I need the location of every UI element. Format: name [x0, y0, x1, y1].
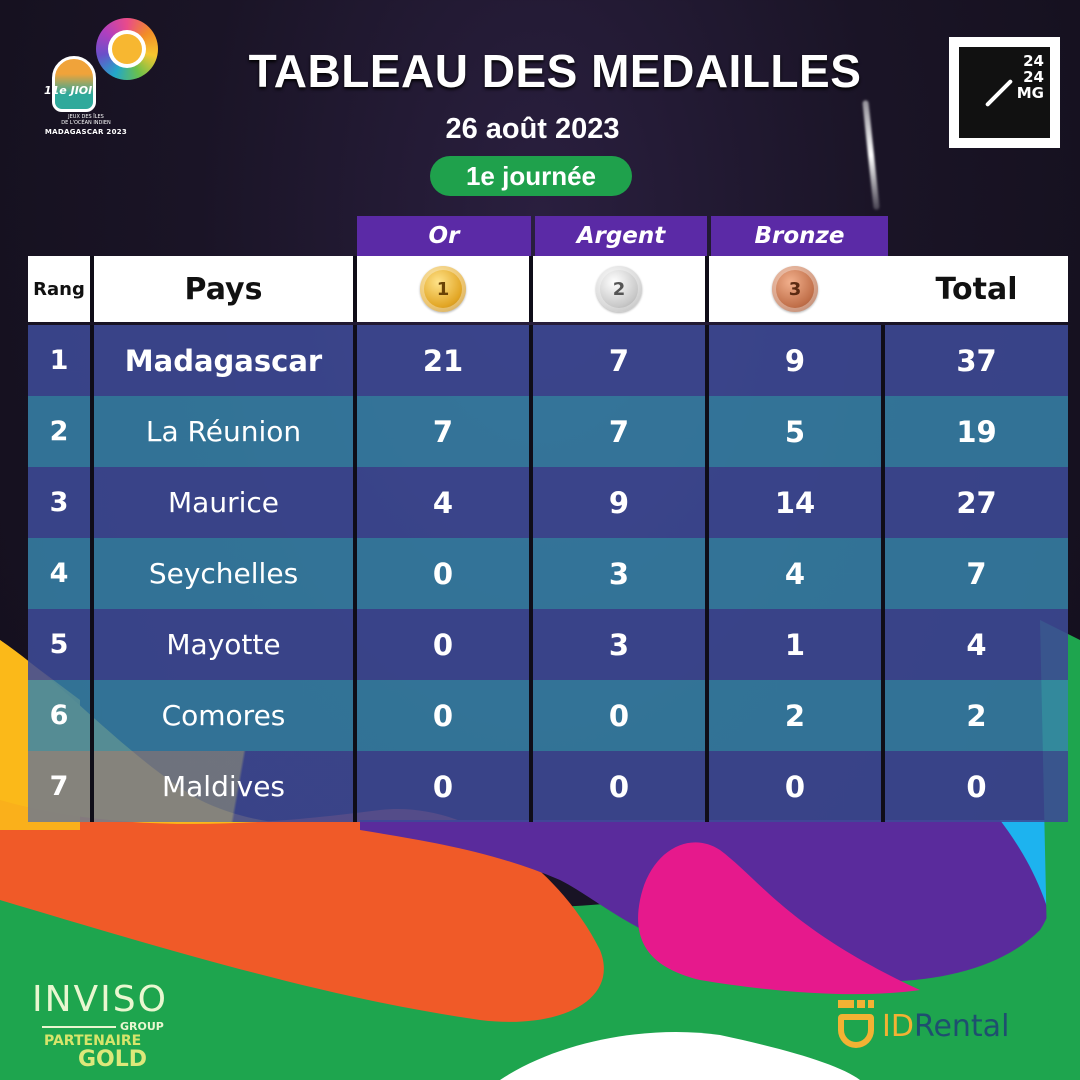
bronze-cell: 4	[709, 538, 885, 609]
rank-cell: 1	[28, 325, 94, 396]
col-header-rank: Rang	[28, 256, 94, 322]
tab-silver: Argent	[535, 216, 707, 256]
media-logo-line3: MG	[1016, 84, 1044, 102]
table-row: 2 La Réunion 7 7 5 19	[28, 396, 1068, 467]
silver-medal-icon: 2	[596, 266, 642, 312]
table-row: 1 Madagascar 21 7 9 37	[28, 325, 1068, 396]
idrental-id: ID	[882, 1008, 914, 1044]
idrental-rental: Rental	[913, 1008, 1010, 1044]
divider-line	[42, 1025, 116, 1028]
rank-cell: 7	[28, 751, 94, 822]
media-logo-text: 24 24 MG	[1017, 53, 1044, 101]
gold-cell: 0	[357, 609, 533, 680]
table-row: 7 Maldives 0 0 0 0	[28, 751, 1068, 822]
bronze-cell: 14	[709, 467, 885, 538]
col-header-country: Pays	[94, 256, 357, 322]
country-cell: Mayotte	[94, 609, 357, 680]
col-header-total: Total	[885, 256, 1068, 322]
total-cell: 7	[885, 538, 1068, 609]
gold-cell: 0	[357, 751, 533, 822]
country-cell: Madagascar	[94, 325, 357, 396]
table-row: 6 Comores 0 0 2 2	[28, 680, 1068, 751]
total-cell: 2	[885, 680, 1068, 751]
silver-cell: 7	[533, 325, 709, 396]
media-logo-line1: 24	[1023, 52, 1044, 70]
page-title: TABLEAU DES MEDAILLES	[248, 45, 862, 97]
gold-cell: 4	[357, 467, 533, 538]
lemur-body-icon	[52, 56, 96, 112]
total-cell: 19	[885, 396, 1068, 467]
gold-cell: 21	[357, 325, 533, 396]
silver-cell: 3	[533, 538, 709, 609]
table-header-row: Rang Pays 1 2 3 Total	[28, 256, 1068, 322]
rank-cell: 3	[28, 467, 94, 538]
jioi-logo: 11e JIOI JEUX DES ÎLES DE L'OCÉAN INDIEN…	[30, 10, 160, 140]
table-row: 3 Maurice 4 9 14 27	[28, 467, 1068, 538]
silver-cell: 9	[533, 467, 709, 538]
country-cell: La Réunion	[94, 396, 357, 467]
silver-cell: 0	[533, 751, 709, 822]
bronze-cell: 0	[709, 751, 885, 822]
bronze-cell: 2	[709, 680, 885, 751]
jioi-edition: 11e JIOI	[44, 84, 93, 97]
date-label: 26 août 2023	[445, 113, 620, 145]
total-cell: 27	[885, 467, 1068, 538]
country-cell: Maldives	[94, 751, 357, 822]
country-cell: Seychelles	[94, 538, 357, 609]
rank-cell: 5	[28, 609, 94, 680]
col-header-gold: 1	[357, 256, 533, 322]
gold-cell: 0	[357, 538, 533, 609]
inviso-group: GROUP	[42, 1020, 168, 1033]
jioi-subtitle-line1: JEUX DES ÎLES	[68, 114, 104, 120]
gold-cell: 0	[357, 680, 533, 751]
silver-cell: 7	[533, 396, 709, 467]
bronze-cell: 1	[709, 609, 885, 680]
bronze-medal-icon: 3	[772, 266, 818, 312]
gold-cell: 7	[357, 396, 533, 467]
rank-cell: 4	[28, 538, 94, 609]
country-cell: Maurice	[94, 467, 357, 538]
rank-cell: 2	[28, 396, 94, 467]
bronze-cell: 5	[709, 396, 885, 467]
rank-cell: 6	[28, 680, 94, 751]
total-cell: 4	[885, 609, 1068, 680]
gold-medal-icon: 1	[420, 266, 466, 312]
sponsor-idrental: IDRental	[838, 1000, 1009, 1052]
silver-cell: 0	[533, 680, 709, 751]
media-logo-line2: 24	[1023, 68, 1044, 86]
inviso-tier-label: GOLD	[78, 1047, 148, 1072]
idrental-logo-icon	[838, 1000, 874, 1052]
jioi-subtitle-line2: DE L'OCÉAN INDIEN	[61, 120, 111, 126]
inviso-partner-label: PARTENAIRE	[44, 1033, 142, 1049]
lemur-tail-icon	[96, 18, 158, 80]
country-cell: Comores	[94, 680, 357, 751]
table-row: 5 Mayotte 0 3 1 4	[28, 609, 1068, 680]
col-header-silver: 2	[533, 256, 709, 322]
tab-bronze: Bronze	[711, 216, 888, 256]
col-header-bronze: 3	[709, 256, 885, 322]
jioi-event: MADAGASCAR 2023	[44, 128, 128, 136]
bronze-cell: 9	[709, 325, 885, 396]
table-row: 4 Seychelles 0 3 4 7	[28, 538, 1068, 609]
tab-gold: Or	[357, 216, 531, 256]
silver-cell: 3	[533, 609, 709, 680]
total-cell: 37	[885, 325, 1068, 396]
day-badge: 1e journée	[430, 156, 632, 196]
jioi-subtitle: JEUX DES ÎLES DE L'OCÉAN INDIEN	[30, 114, 142, 126]
sponsor-inviso: INVISO GROUP PARTENAIRE GOLD	[32, 980, 168, 1071]
media-logo-2424mg: 24 24 MG	[949, 37, 1060, 148]
inviso-name: INVISO	[32, 979, 168, 1020]
inviso-group-label: GROUP	[120, 1020, 164, 1033]
total-cell: 0	[885, 751, 1068, 822]
idrental-name: IDRental	[882, 1009, 1009, 1044]
